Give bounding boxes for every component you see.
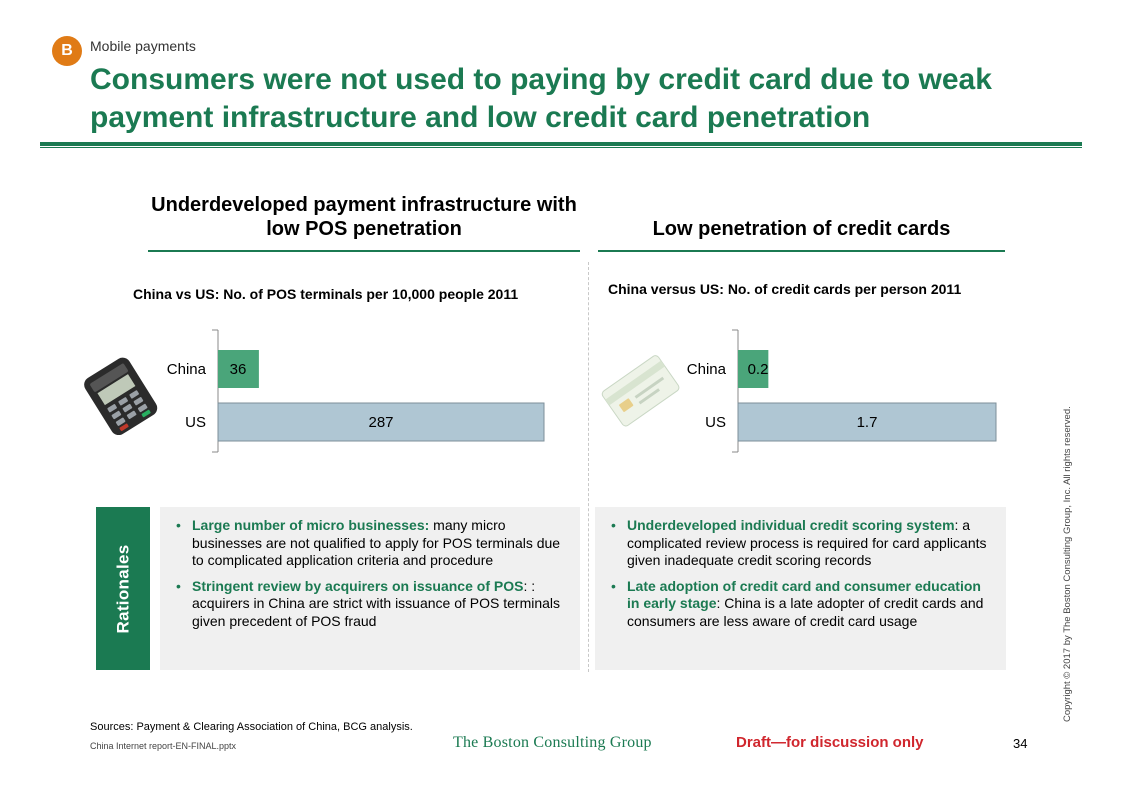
rationale-bullet: Underdeveloped individual credit scoring… bbox=[609, 517, 992, 570]
bullet-text: : China is a late adopter of credit card… bbox=[627, 595, 984, 629]
section-label: Mobile payments bbox=[90, 38, 196, 54]
rationale-bullet: Stringent review by acquirers on issuanc… bbox=[174, 578, 566, 631]
pos-terminals-chart: China 36 US 287 bbox=[167, 329, 545, 453]
pos-terminal-icon bbox=[80, 355, 162, 440]
rationales-label: Rationales bbox=[113, 544, 133, 633]
section-badge: B bbox=[52, 36, 82, 66]
category-label: China bbox=[687, 361, 727, 378]
bar-china bbox=[738, 350, 769, 388]
left-rationale-box: Large number of micro businesses: many m… bbox=[160, 507, 580, 670]
credit-cards-chart: China 0.2 US 1.7 bbox=[687, 329, 997, 453]
bcg-logo: The Boston Consulting Group bbox=[453, 734, 652, 751]
bullet-text: many micro businesses are not qualified … bbox=[192, 517, 561, 568]
bullet-text: : a complicated review process is requir… bbox=[627, 517, 987, 568]
right-panel-heading: Low penetration of credit cards bbox=[652, 218, 951, 240]
bar-us bbox=[737, 402, 997, 442]
bar-us bbox=[217, 402, 545, 442]
file-name: China Internet report-EN-FINAL.pptx bbox=[90, 741, 237, 751]
left-panel-rule bbox=[148, 250, 580, 252]
draft-notice: Draft—for discussion only bbox=[736, 734, 924, 751]
rationales-tab: Rationales bbox=[96, 507, 150, 670]
right-rationale-box: Underdeveloped individual credit scoring… bbox=[595, 507, 1006, 670]
bullet-highlight: Stringent review by acquirers on issuanc… bbox=[192, 577, 524, 594]
rationale-bullet: Late adoption of credit card and consume… bbox=[609, 578, 992, 631]
title-rule-thin bbox=[40, 147, 1082, 148]
left-panel-heading: Underdeveloped payment infrastructure wi… bbox=[151, 194, 577, 240]
category-label: US bbox=[705, 414, 726, 431]
bullet-text: : : acquirers in China are strict with i… bbox=[192, 577, 561, 629]
data-label: 0.2 bbox=[748, 361, 769, 378]
data-label: 287 bbox=[368, 414, 393, 431]
right-chart-title: China versus US: No. of credit cards per… bbox=[608, 281, 962, 297]
title-rule bbox=[40, 142, 1082, 146]
rationale-bullet: Large number of micro businesses: many m… bbox=[174, 517, 566, 570]
category-label: China bbox=[167, 361, 207, 378]
page-title: Consumers were not used to paying by cre… bbox=[90, 63, 992, 134]
copyright-notice: Copyright © 2017 by The Boston Consultin… bbox=[1062, 406, 1073, 722]
panel-divider bbox=[588, 262, 589, 672]
data-label: 1.7 bbox=[857, 414, 878, 431]
left-chart-title: China vs US: No. of POS terminals per 10… bbox=[133, 286, 519, 302]
data-label: 36 bbox=[230, 361, 247, 378]
right-panel-rule bbox=[598, 250, 1005, 252]
page-number: 34 bbox=[1013, 736, 1028, 751]
sources-note: Sources: Payment & Clearing Association … bbox=[90, 721, 413, 733]
bar-china bbox=[218, 350, 259, 388]
bullet-highlight: Large number of micro businesses: bbox=[192, 517, 430, 533]
bullet-highlight: Late adoption of credit card and consume… bbox=[627, 577, 981, 612]
credit-card-icon bbox=[600, 350, 680, 435]
bullet-highlight: Underdeveloped individual credit scoring… bbox=[627, 517, 955, 533]
category-label: US bbox=[185, 414, 206, 431]
